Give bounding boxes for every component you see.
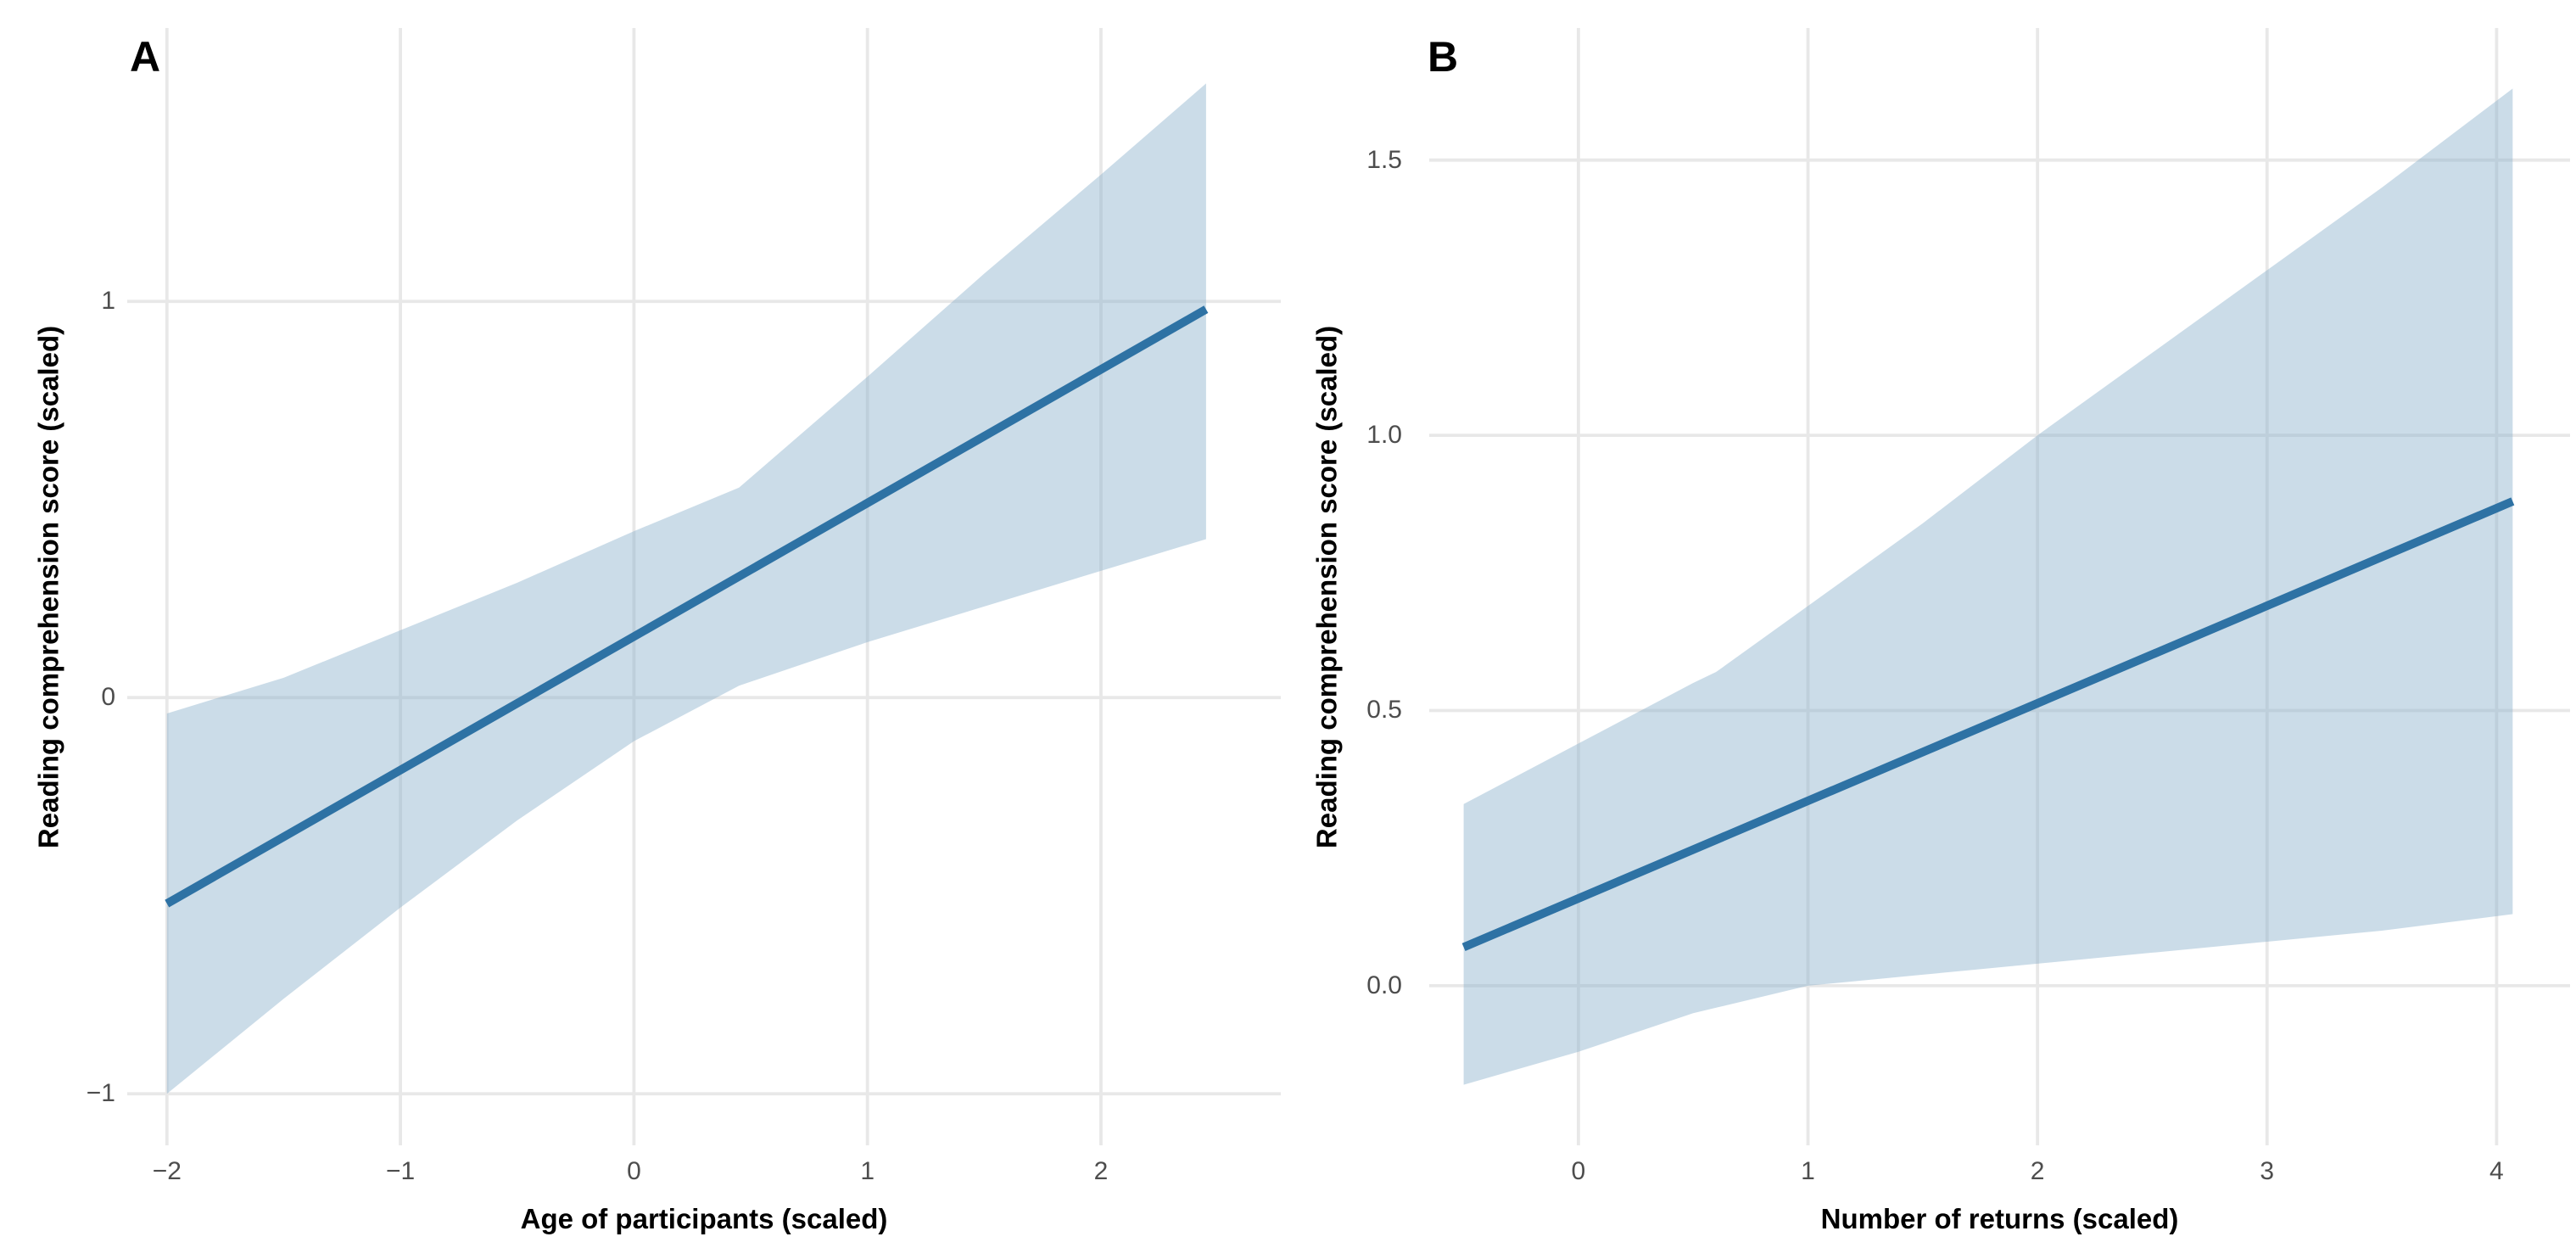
panel-a-plot-area: Reading comprehension score (scaled) Age…: [33, 28, 1281, 1233]
trend-line: [165, 305, 1209, 908]
panel-b-y-axis-title: Reading comprehension score (scaled): [1310, 325, 1343, 848]
panel-b-plot-area: Reading comprehension score (scaled) Num…: [1311, 28, 2570, 1233]
trend-line: [1461, 497, 2515, 952]
panel-b: B Reading comprehension score (scaled) N…: [1288, 0, 2576, 1259]
y-tick-label: 1.5: [1366, 145, 1402, 174]
x-tick-label: −1: [385, 1157, 416, 1185]
x-tick-label: 2: [1093, 1157, 1109, 1185]
panel-a-plot-svg: [127, 28, 1281, 1145]
y-tick-label: 1: [101, 287, 115, 316]
panel-a-tag: A: [130, 33, 161, 81]
y-tick-label: 1.0: [1366, 421, 1402, 450]
x-tick-label: 4: [2489, 1157, 2504, 1185]
y-tick-label: −1: [86, 1079, 115, 1108]
x-tick-label: 1: [1801, 1157, 1815, 1185]
x-tick-label: 1: [860, 1157, 875, 1185]
x-tick-label: −2: [152, 1157, 182, 1185]
y-tick-label: 0.5: [1366, 696, 1402, 725]
y-tick-label: 0: [101, 683, 115, 712]
x-tick-label: 2: [2030, 1157, 2045, 1185]
x-tick-label: 0: [627, 1157, 641, 1185]
x-tick-label: 0: [1571, 1157, 1586, 1185]
panel-b-plot-svg: [1429, 28, 2570, 1145]
panel-a: A Reading comprehension score (scaled) A…: [33, 28, 1281, 1233]
panel-a-y-axis-title: Reading comprehension score (scaled): [32, 325, 64, 848]
confidence-ribbon: [166, 83, 1206, 1094]
panel-b-tag: B: [1428, 33, 1459, 81]
x-tick-label: 3: [2260, 1157, 2275, 1185]
panel-b-x-axis-title: Number of returns (scaled): [1820, 1203, 2179, 1234]
panel-a-x-axis-title: Age of participants (scaled): [520, 1203, 888, 1234]
confidence-ribbon: [1463, 88, 2513, 1085]
y-tick-label: 0.0: [1366, 971, 1402, 999]
